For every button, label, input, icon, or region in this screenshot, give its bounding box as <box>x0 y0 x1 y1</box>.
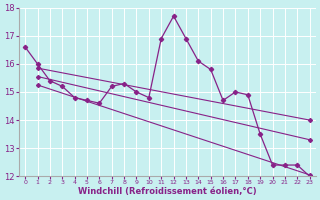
X-axis label: Windchill (Refroidissement éolien,°C): Windchill (Refroidissement éolien,°C) <box>78 187 257 196</box>
